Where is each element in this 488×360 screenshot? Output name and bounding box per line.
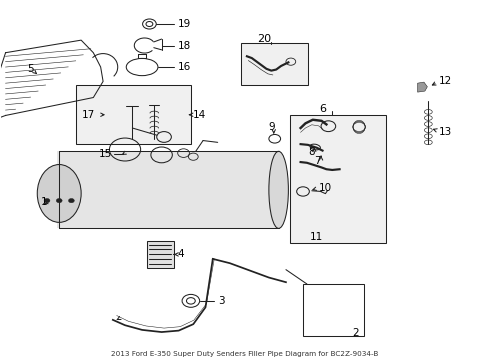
- Text: 19: 19: [177, 19, 190, 29]
- Text: 2013 Ford E-350 Super Duty Senders Filler Pipe Diagram for BC2Z-9034-B: 2013 Ford E-350 Super Duty Senders Fille…: [111, 351, 377, 357]
- Text: 4: 4: [177, 249, 184, 260]
- Text: 6: 6: [318, 104, 325, 114]
- Text: 13: 13: [438, 127, 451, 136]
- Text: 2: 2: [352, 328, 359, 338]
- Text: 12: 12: [438, 76, 451, 86]
- Ellipse shape: [37, 165, 81, 222]
- Text: 5: 5: [27, 64, 34, 74]
- Text: 15: 15: [99, 149, 112, 159]
- Ellipse shape: [268, 151, 288, 228]
- Text: 16: 16: [177, 62, 190, 72]
- Bar: [289, 116, 386, 243]
- Text: 1: 1: [41, 197, 47, 207]
- Text: 11: 11: [309, 232, 323, 242]
- Text: 3: 3: [217, 296, 224, 306]
- Circle shape: [44, 198, 50, 203]
- Text: 14: 14: [193, 110, 206, 120]
- Text: 18: 18: [177, 41, 190, 50]
- Text: 7: 7: [314, 156, 320, 166]
- Text: 20: 20: [256, 34, 270, 44]
- Circle shape: [56, 198, 62, 203]
- Bar: [241, 42, 308, 85]
- Polygon shape: [417, 82, 427, 92]
- Bar: [76, 85, 190, 144]
- Text: 9: 9: [268, 122, 275, 132]
- Circle shape: [68, 198, 74, 203]
- Text: 17: 17: [82, 110, 95, 120]
- Bar: [303, 284, 363, 336]
- Text: 10: 10: [318, 183, 331, 193]
- Bar: [57, 151, 278, 228]
- Bar: [147, 241, 173, 268]
- Text: 8: 8: [307, 147, 314, 157]
